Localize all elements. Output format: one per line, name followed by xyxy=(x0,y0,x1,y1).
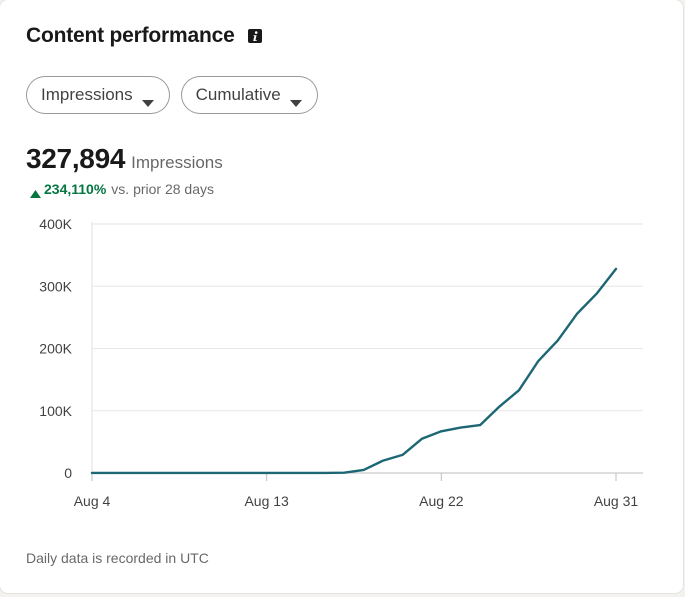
mode-dropdown[interactable]: Cumulative xyxy=(180,76,318,114)
y-tick-label: 300K xyxy=(39,278,72,294)
card-header: Content performance xyxy=(26,24,262,48)
caret-down-icon xyxy=(141,92,154,107)
summary-metric: 327,894 Impressions xyxy=(26,143,223,175)
metric-dropdown[interactable]: Impressions xyxy=(26,76,170,114)
triangle-up-icon xyxy=(30,185,41,198)
mode-dropdown-label: Cumulative xyxy=(195,85,281,104)
metric-dropdown-label: Impressions xyxy=(41,85,133,104)
filter-bar: Impressions Cumulative xyxy=(26,76,318,114)
impressions-series-line xyxy=(90,267,618,475)
x-tick-label: Aug 13 xyxy=(244,493,289,509)
x-tick-label: Aug 4 xyxy=(74,493,111,509)
impressions-label: Impressions xyxy=(131,153,223,172)
change-percent: 234,110% xyxy=(44,181,107,197)
y-tick-label: 100K xyxy=(39,403,72,419)
card-title: Content performance xyxy=(26,24,235,47)
impressions-total: 327,894 xyxy=(26,143,126,174)
change-indicator: 234,110% vs. prior 28 days xyxy=(30,181,215,198)
caret-down-icon xyxy=(289,92,302,107)
x-tick-label: Aug 22 xyxy=(419,493,464,509)
x-tick-label: Aug 31 xyxy=(594,493,639,509)
info-icon[interactable] xyxy=(247,29,262,43)
impressions-line-chart: 0 100K 200K 300K 400K Aug 4 Aug 13 Aug 22 Aug 31 xyxy=(39,216,643,509)
y-tick-label: 200K xyxy=(39,341,72,357)
y-tick-label: 0 xyxy=(64,465,72,481)
y-tick-label: 400K xyxy=(39,216,72,232)
utc-note: Daily data is recorded in UTC xyxy=(26,550,209,566)
change-note: vs. prior 28 days xyxy=(111,181,215,197)
